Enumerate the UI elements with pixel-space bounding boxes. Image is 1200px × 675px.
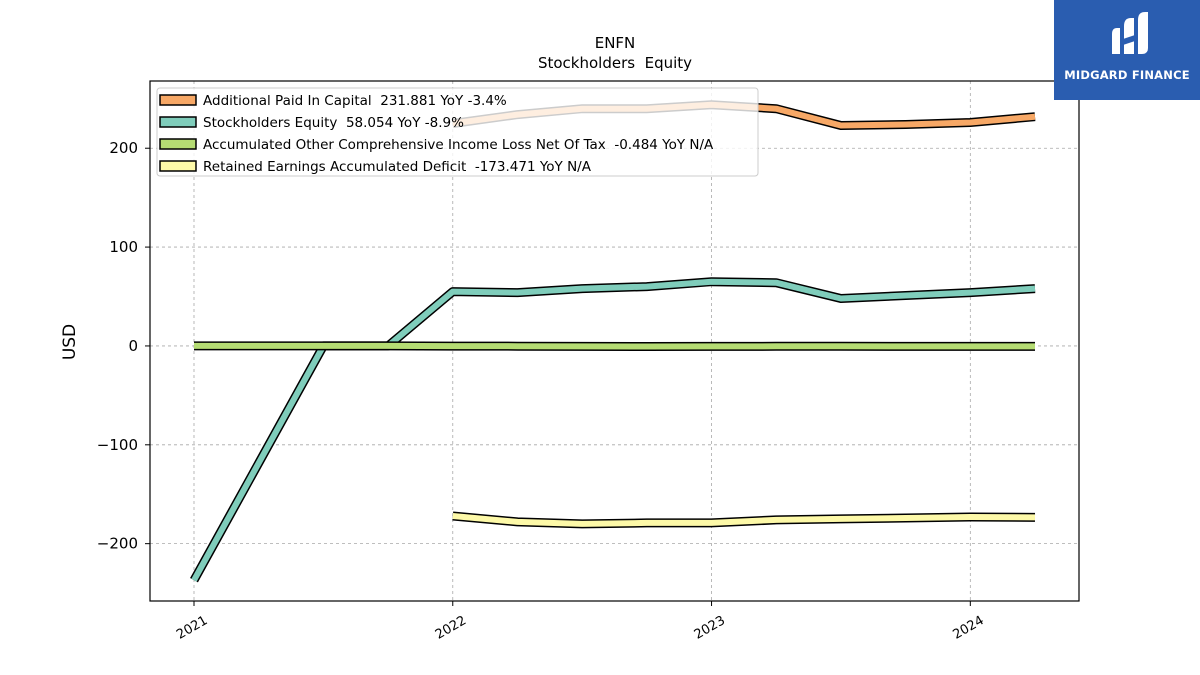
x-tick-label: 2022: [433, 613, 469, 643]
y-tick-label: −100: [97, 436, 138, 454]
legend-swatch: [159, 138, 197, 150]
plot-frame: [149, 80, 1080, 602]
legend-swatch: [159, 160, 197, 172]
midgard-finance-logo: MIDGARD FINANCE: [1054, 0, 1200, 100]
x-tick-label: 2023: [692, 613, 728, 643]
series-outline: [190, 277, 1036, 583]
legend-swatch: [159, 116, 197, 128]
y-axis-label: USD: [60, 324, 80, 360]
y-tick-label: −200: [97, 535, 138, 553]
legend-swatch: [159, 94, 197, 106]
chart-title: ENFN: [595, 34, 636, 52]
x-tick-label: 2021: [174, 613, 210, 643]
series-fill: [191, 278, 1036, 582]
series-fill: [452, 513, 1036, 527]
x-tick-label: 2024: [950, 613, 986, 643]
series-line-3: [452, 511, 1036, 529]
y-tick-label: 200: [109, 139, 138, 157]
chart-subtitle: Stockholders Equity: [538, 54, 692, 72]
legend-label: Accumulated Other Comprehensive Income L…: [203, 137, 714, 153]
logo-text: MIDGARD FINANCE: [1064, 68, 1190, 82]
y-tick-label: 100: [109, 238, 138, 256]
series-lines: [190, 100, 1036, 583]
y-tick-label: 0: [128, 337, 138, 355]
series-line-2: [194, 341, 1035, 351]
series-line-1: [190, 277, 1036, 583]
legend: Additional Paid In Capital 231.881 YoY -…: [156, 87, 759, 177]
series-fill: [194, 342, 1035, 350]
axis-ticks: 2021 2022 2023 2024 −200 −100 0 100 200: [97, 139, 987, 643]
logo-mark-icon: [1112, 12, 1148, 54]
legend-label: Additional Paid In Capital 231.881 YoY -…: [203, 93, 507, 109]
legend-label: Retained Earnings Accumulated Deficit -1…: [203, 159, 592, 175]
legend-label: Stockholders Equity 58.054 YoY -8.9%: [203, 115, 464, 131]
legend-box: [156, 87, 759, 177]
